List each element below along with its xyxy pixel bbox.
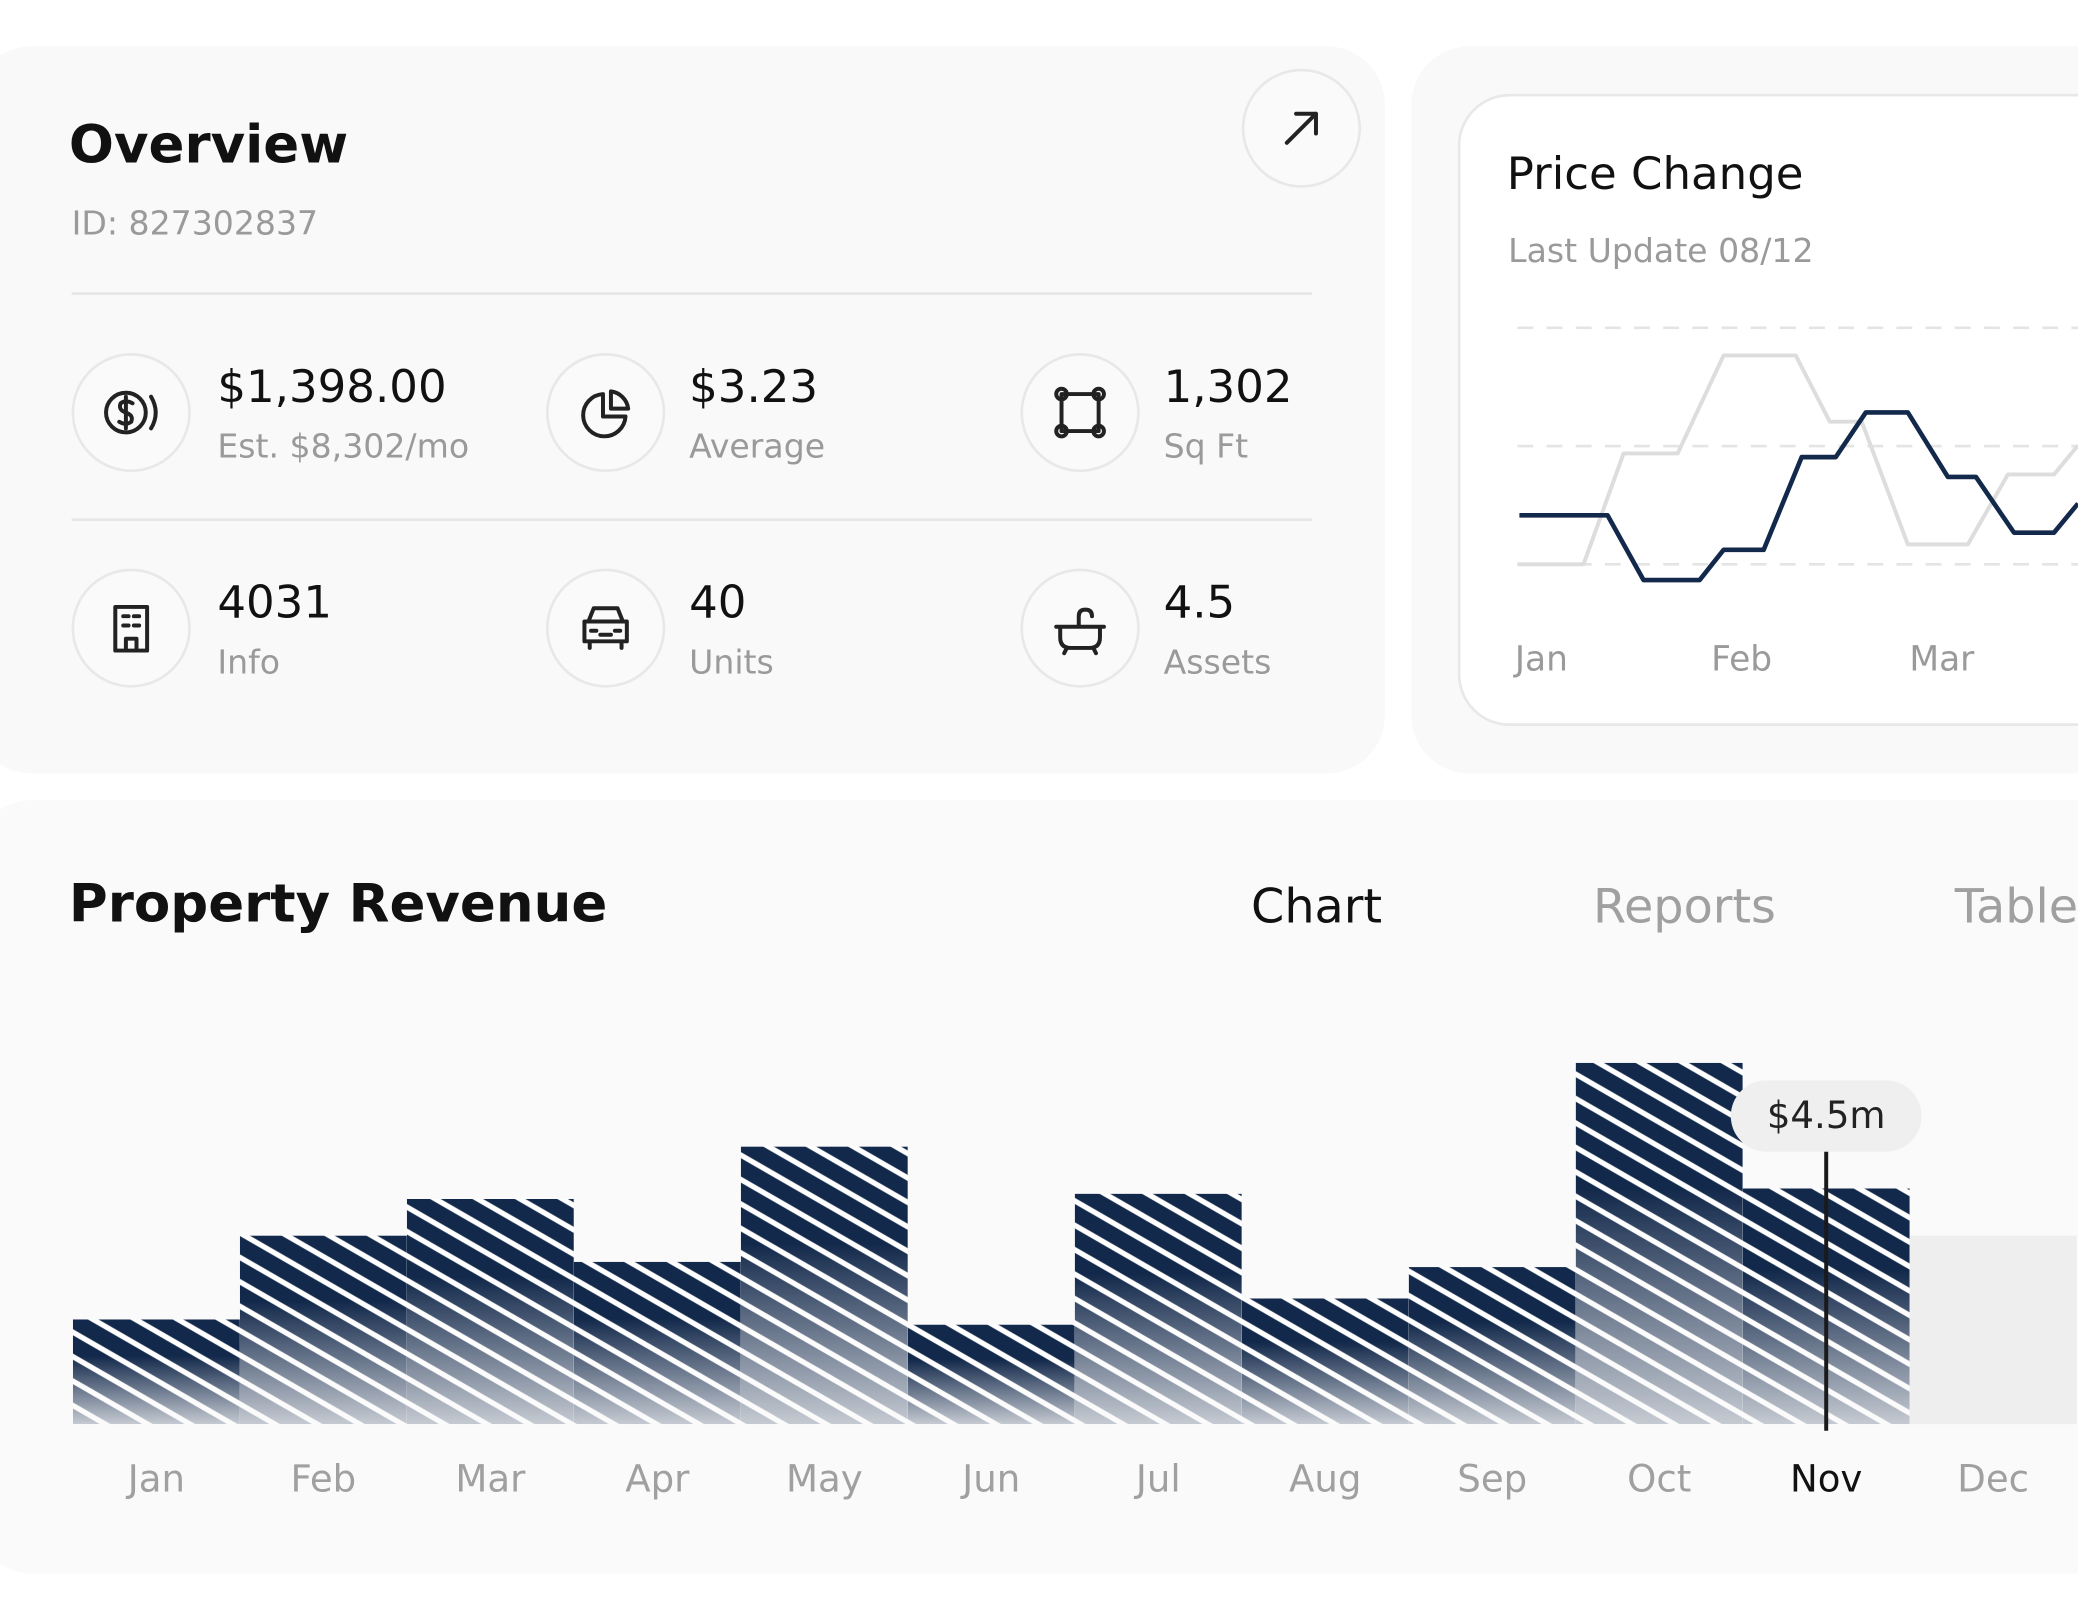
tab[interactable]: Chart — [1251, 880, 1382, 935]
x-tick-label: Dec — [1957, 1458, 2029, 1501]
x-tick-label: Apr — [625, 1458, 690, 1501]
x-tick-label: Feb — [291, 1458, 357, 1501]
bar — [1074, 1193, 1242, 1425]
stat-value: 4031 — [217, 576, 332, 629]
x-tick-label: Mar — [455, 1458, 526, 1501]
x-tick-label: Jan — [126, 1458, 185, 1501]
price-line — [1517, 353, 2078, 567]
icon-pie — [546, 353, 666, 473]
bar — [406, 1198, 574, 1425]
bar — [72, 1319, 240, 1425]
stat-label: Est. $8,302/mo — [217, 427, 469, 466]
bar — [740, 1146, 908, 1425]
tabs: Chart Reports Table — [1251, 880, 2078, 935]
x-tick-label: Jun — [960, 1458, 1020, 1501]
bar — [1408, 1267, 1576, 1425]
stat-value: $3.23 — [689, 360, 818, 413]
price-subtitle: Last Update 08/12 — [1508, 231, 1813, 270]
bar — [239, 1235, 407, 1425]
stat-icons — [71, 353, 1140, 688]
x-tick-label: Jan — [1513, 640, 1568, 680]
icon-area — [1020, 353, 1140, 473]
stat-value: 1,302 — [1164, 360, 1293, 413]
x-tick-label: Mar — [1909, 640, 1975, 680]
bar — [1241, 1298, 1409, 1425]
stat-label: Info — [217, 642, 280, 681]
x-tick-label: Nov — [1790, 1458, 1862, 1501]
price-title: Price Change — [1507, 147, 1804, 200]
expand-button[interactable] — [1241, 68, 1362, 188]
revenue-chart: Jan Feb Mar Apr May Jun Jul Aug Sep Oct Nov $4.5m De… — [72, 1062, 2077, 1501]
x-tick-label: May — [786, 1458, 863, 1501]
price-chart: Jan Feb Mar — [1513, 326, 2078, 680]
bar — [907, 1324, 1075, 1425]
overview-id: ID: 827302837 — [72, 203, 319, 242]
stat-label: Sq Ft — [1164, 427, 1249, 466]
tab[interactable]: Reports — [1593, 880, 1776, 935]
tooltip — [1730, 1080, 1922, 1152]
price-line — [1519, 410, 2078, 583]
stat-value: $1,398.00 — [217, 360, 446, 413]
bar — [573, 1261, 741, 1425]
stat-value: 40 — [689, 576, 746, 629]
icon-dollar — [71, 353, 191, 473]
x-tick-label: Sep — [1457, 1458, 1527, 1501]
overview-title: Overview — [69, 115, 348, 176]
stat-value: 4.5 — [1164, 576, 1236, 629]
bar — [1909, 1235, 2077, 1425]
x-tick-label: Jul — [1134, 1458, 1181, 1501]
x-tick-label: Feb — [1711, 640, 1772, 680]
stat-label: Average — [689, 427, 825, 466]
tab[interactable]: Table — [1954, 880, 2078, 935]
icon-building — [71, 568, 191, 688]
tooltip-label: $4.5m — [1767, 1094, 1886, 1137]
icon-car — [546, 568, 666, 688]
x-tick-label: Oct — [1627, 1458, 1691, 1501]
stat-label: Units — [689, 642, 774, 681]
icon-bath — [1020, 568, 1140, 688]
stat-label: Assets — [1164, 642, 1272, 681]
bar — [1575, 1062, 1743, 1425]
price-inner-card — [1457, 93, 2078, 726]
x-tick-label: Aug — [1289, 1458, 1361, 1501]
revenue-title: Property Revenue — [69, 874, 607, 935]
